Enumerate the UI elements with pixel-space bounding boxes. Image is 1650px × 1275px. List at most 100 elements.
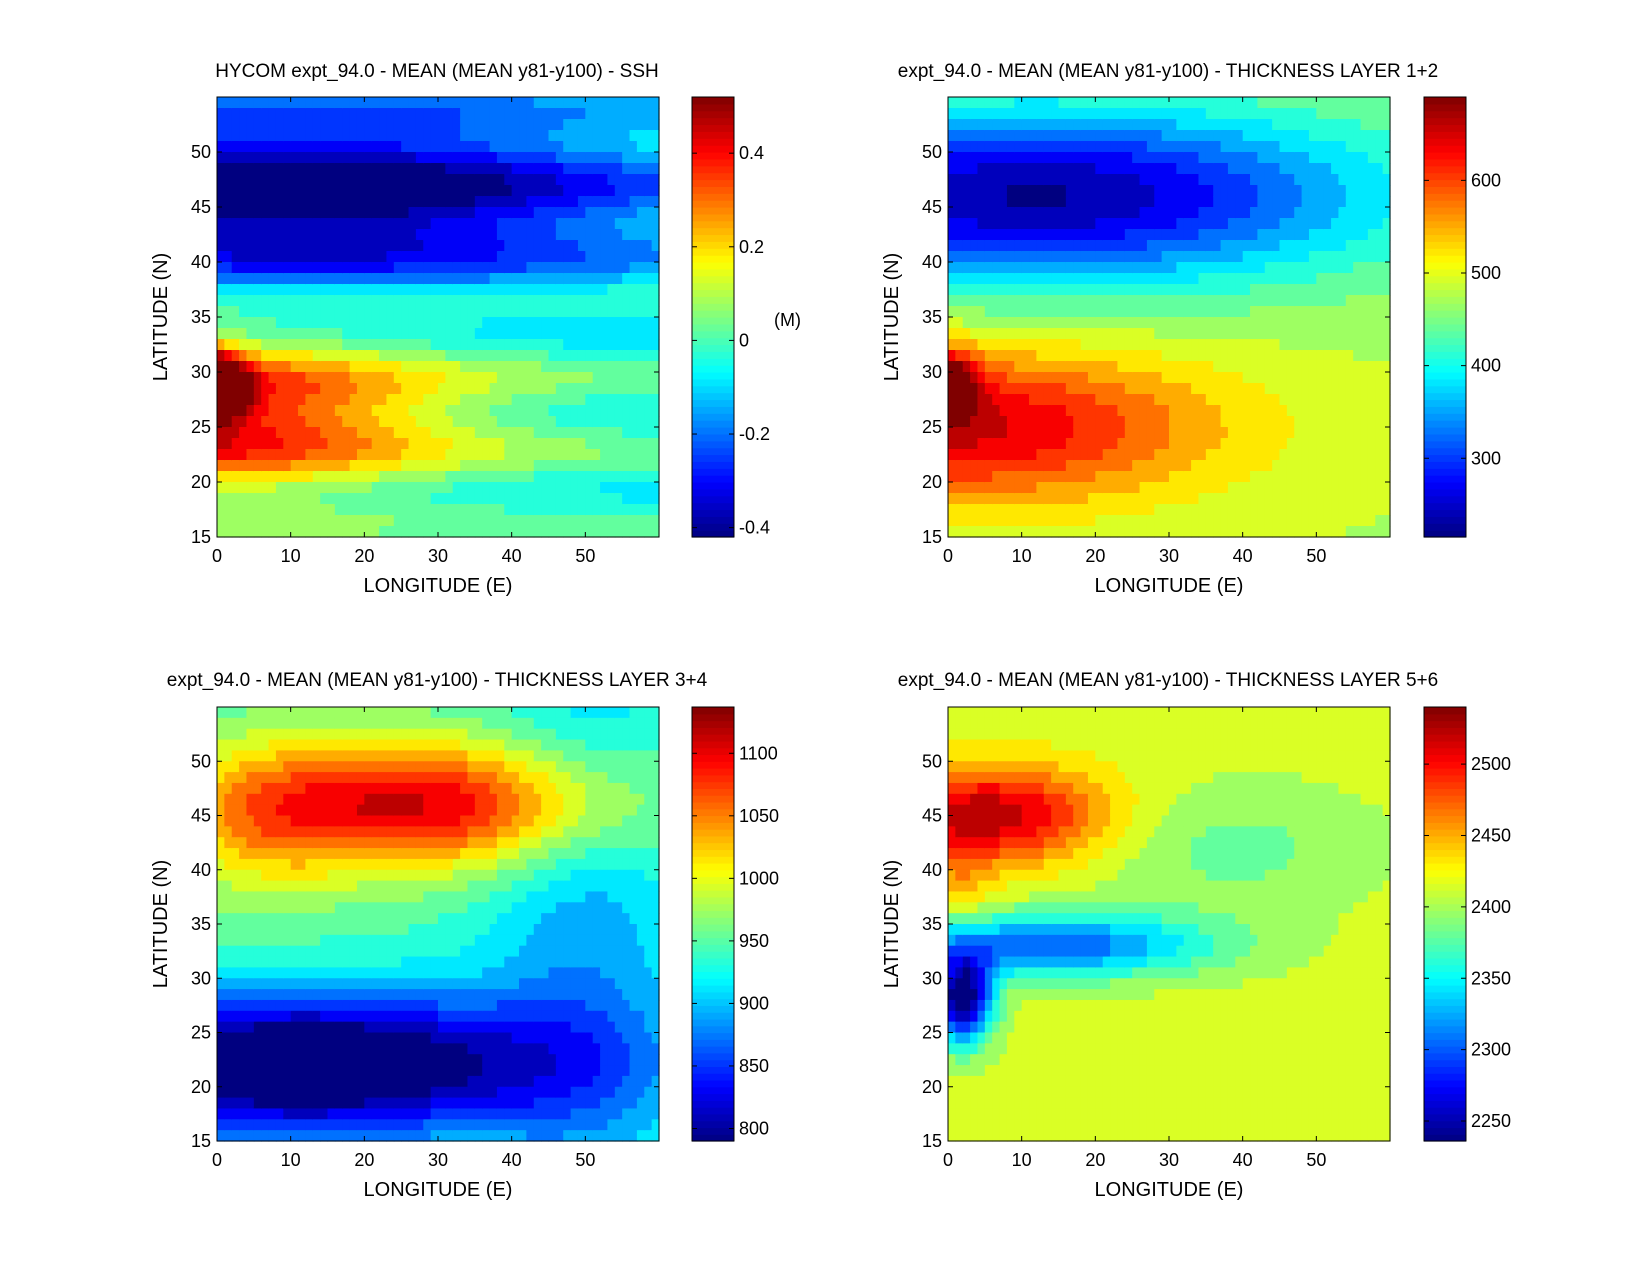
heatmap-cell — [1198, 438, 1207, 450]
heatmap-cell — [290, 328, 299, 340]
heatmap-cell — [1353, 449, 1362, 461]
heatmap-cell — [438, 449, 446, 461]
heatmap-cell — [275, 152, 284, 164]
heatmap-cell — [563, 97, 572, 109]
heatmap-cell — [1250, 119, 1258, 131]
heatmap-cell — [644, 130, 653, 142]
heatmap-cell — [474, 251, 483, 263]
heatmap-cell — [1146, 515, 1155, 527]
heatmap-cell — [1331, 438, 1340, 450]
heatmap-cell — [1375, 339, 1384, 351]
heatmap-cell — [496, 493, 505, 505]
heatmap-cell — [1382, 174, 1391, 186]
x-tick-label: 0 — [943, 546, 953, 566]
heatmap-cell — [1257, 427, 1266, 439]
heatmap-cell — [1036, 174, 1045, 186]
heatmap-cell — [1382, 449, 1391, 461]
heatmap-cell — [651, 141, 660, 153]
heatmap-cell — [1058, 394, 1067, 406]
heatmap-cell — [283, 427, 292, 439]
heatmap-cell — [467, 240, 476, 252]
heatmap-cell — [511, 207, 520, 219]
heatmap-cell — [504, 185, 513, 197]
heatmap-cell — [977, 317, 986, 329]
heatmap-cell — [445, 339, 454, 351]
heatmap-cell — [1213, 207, 1222, 219]
heatmap-cell — [320, 394, 329, 406]
heatmap-cell — [1073, 515, 1082, 527]
heatmap-cell — [1250, 229, 1258, 241]
heatmap-cell — [555, 515, 564, 527]
heatmap-cell — [1043, 163, 1052, 175]
heatmap-cell — [570, 229, 579, 241]
heatmap-cell — [1272, 306, 1281, 318]
heatmap-cell — [305, 350, 314, 362]
heatmap-cell — [622, 130, 631, 142]
heatmap-cell — [430, 394, 439, 406]
heatmap-cell — [1102, 152, 1111, 164]
heatmap-cell — [290, 141, 299, 153]
heatmap-cell — [305, 185, 314, 197]
heatmap-cell — [1087, 130, 1096, 142]
heatmap-cell — [496, 174, 505, 186]
heatmap-cell — [511, 108, 520, 120]
heatmap-cell — [504, 163, 513, 175]
heatmap-cell — [592, 218, 601, 230]
heatmap-cell — [1367, 350, 1376, 362]
heatmap-cell — [1308, 449, 1317, 461]
heatmap-cell — [224, 163, 233, 175]
heatmap-cell — [1191, 306, 1200, 318]
heatmap-cell — [1161, 460, 1170, 472]
heatmap-cell — [489, 504, 498, 516]
heatmap-cell — [231, 350, 240, 362]
heatmap-cell — [1036, 295, 1045, 307]
heatmap-cell — [1058, 383, 1067, 395]
heatmap-cell — [1176, 515, 1185, 527]
heatmap-cell — [1375, 141, 1384, 153]
heatmap-cell — [1353, 405, 1362, 417]
heatmap-cell — [1353, 240, 1362, 252]
heatmap-cell — [1353, 350, 1362, 362]
heatmap-cell — [541, 460, 550, 472]
heatmap-cell — [496, 130, 505, 142]
heatmap-cell — [445, 185, 454, 197]
heatmap-cell — [460, 185, 469, 197]
heatmap-cell — [1087, 218, 1096, 230]
heatmap-cell — [1161, 394, 1170, 406]
heatmap-cell — [970, 141, 979, 153]
heatmap-cell — [644, 229, 653, 241]
heatmap-cell — [320, 515, 329, 527]
heatmap-cell — [467, 328, 476, 340]
heatmap-cell — [268, 108, 277, 120]
heatmap-cell — [283, 119, 292, 131]
heatmap-cell — [1375, 383, 1384, 395]
heatmap-cell — [1139, 185, 1148, 197]
heatmap-cell — [371, 504, 380, 516]
heatmap-cell — [1264, 295, 1273, 307]
heatmap-cell — [496, 339, 505, 351]
heatmap-cell — [992, 262, 1001, 274]
heatmap-cell — [1117, 251, 1126, 263]
heatmap-cell — [585, 229, 594, 241]
heatmap-cell — [1036, 328, 1045, 340]
heatmap-cell — [283, 438, 292, 450]
heatmap-cell — [1323, 185, 1332, 197]
heatmap-cell — [504, 229, 513, 241]
heatmap-cell — [1250, 174, 1258, 186]
heatmap-cell — [1345, 141, 1354, 153]
heatmap-cell — [1080, 460, 1089, 472]
heatmap-cell — [239, 207, 248, 219]
heatmap-cell — [511, 493, 520, 505]
heatmap-cell — [1029, 405, 1037, 417]
heatmap-cell — [474, 317, 483, 329]
heatmap-cell — [1345, 273, 1354, 285]
heatmap-cell — [467, 251, 476, 263]
heatmap-cell — [298, 438, 306, 450]
heatmap-cell — [1006, 273, 1015, 285]
heatmap-cell — [636, 460, 645, 472]
heatmap-cell — [592, 471, 601, 483]
heatmap-cell — [1308, 515, 1317, 527]
heatmap-cell — [246, 284, 255, 296]
heatmap-cell — [1021, 460, 1030, 472]
heatmap-cell — [356, 108, 365, 120]
